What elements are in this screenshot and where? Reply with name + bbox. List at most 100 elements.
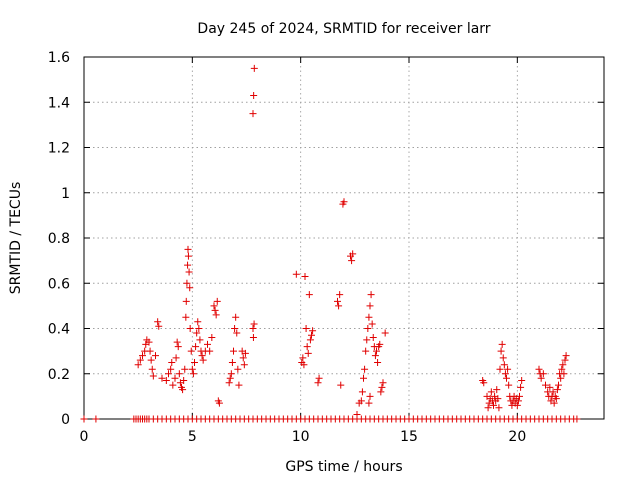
data-point bbox=[335, 302, 343, 310]
data-point bbox=[168, 358, 176, 366]
data-point bbox=[193, 329, 201, 337]
data-point bbox=[167, 365, 175, 373]
data-point bbox=[186, 325, 194, 332]
data-point bbox=[230, 347, 237, 355]
x-tick-label: 20 bbox=[508, 429, 526, 445]
data-point bbox=[308, 331, 315, 339]
grid-lines bbox=[84, 57, 604, 419]
data-point bbox=[496, 365, 504, 373]
data-point bbox=[348, 257, 356, 265]
data-point bbox=[174, 343, 182, 351]
data-point bbox=[309, 327, 317, 335]
data-point bbox=[379, 379, 387, 387]
data-point bbox=[495, 404, 503, 412]
data-point bbox=[175, 370, 183, 378]
data-point bbox=[155, 322, 163, 330]
data-point bbox=[353, 410, 361, 418]
y-tick-label: 1.2 bbox=[48, 141, 70, 157]
x-tick-label: 0 bbox=[80, 429, 89, 445]
data-point bbox=[249, 334, 257, 342]
y-tick-label: 1.4 bbox=[48, 95, 70, 111]
data-point bbox=[152, 352, 159, 360]
data-point bbox=[552, 395, 560, 403]
data-point bbox=[250, 91, 258, 99]
data-point bbox=[233, 329, 241, 337]
data-point bbox=[194, 318, 202, 326]
data-point bbox=[136, 356, 144, 364]
data-point bbox=[172, 354, 180, 362]
data-point bbox=[490, 401, 497, 409]
x-axis-label: GPS time / hours bbox=[285, 459, 402, 475]
data-point bbox=[334, 297, 341, 305]
data-point bbox=[165, 370, 172, 378]
data-point bbox=[498, 340, 506, 348]
data-point bbox=[562, 352, 570, 360]
data-point bbox=[196, 336, 204, 344]
data-point bbox=[518, 377, 526, 385]
data-point bbox=[364, 325, 372, 332]
y-tick-label: 0.2 bbox=[48, 367, 70, 383]
data-point bbox=[228, 358, 236, 366]
data-point bbox=[171, 374, 179, 382]
data-point bbox=[516, 392, 523, 400]
y-tick-label: 1 bbox=[61, 186, 70, 202]
data-point bbox=[561, 356, 569, 364]
data-point bbox=[304, 349, 312, 357]
data-point bbox=[215, 399, 223, 407]
data-point bbox=[184, 245, 192, 253]
data-point bbox=[188, 365, 196, 373]
data-point bbox=[210, 302, 218, 310]
data-point bbox=[535, 365, 543, 373]
data-point bbox=[546, 383, 554, 391]
data-point bbox=[369, 334, 377, 342]
data-point bbox=[240, 361, 248, 369]
y-tick-label: 0.4 bbox=[48, 322, 70, 338]
data-point bbox=[147, 356, 155, 364]
data-point bbox=[550, 399, 558, 407]
data-point bbox=[204, 340, 211, 348]
data-point bbox=[158, 374, 166, 382]
data-point bbox=[365, 399, 373, 407]
data-point bbox=[487, 388, 495, 396]
data-point bbox=[180, 377, 188, 385]
data-point bbox=[198, 352, 206, 360]
x-tick-label: 10 bbox=[292, 429, 310, 445]
data-point bbox=[505, 381, 513, 389]
data-point bbox=[493, 386, 501, 394]
data-point bbox=[349, 250, 357, 258]
data-point bbox=[367, 291, 375, 299]
data-point bbox=[315, 374, 323, 382]
data-point bbox=[558, 365, 566, 373]
data-point bbox=[184, 261, 192, 269]
data-point bbox=[225, 379, 233, 387]
data-point bbox=[366, 302, 374, 310]
y-tick-label: 1.6 bbox=[48, 50, 70, 66]
data-point bbox=[148, 365, 156, 373]
data-point bbox=[361, 365, 369, 373]
data-point bbox=[513, 401, 521, 409]
data-point bbox=[250, 320, 258, 328]
data-point bbox=[208, 334, 216, 342]
data-point bbox=[227, 370, 235, 378]
data-point bbox=[92, 415, 100, 423]
data-point bbox=[300, 361, 308, 369]
data-point bbox=[360, 374, 367, 382]
data-point bbox=[365, 313, 373, 321]
x-tick-labels: 0 5 10 15 20 bbox=[80, 429, 527, 445]
data-point bbox=[381, 329, 389, 337]
data-point bbox=[514, 397, 522, 405]
data-point bbox=[374, 358, 382, 366]
data-point bbox=[337, 381, 345, 389]
data-point bbox=[234, 365, 242, 373]
data-point bbox=[366, 392, 374, 400]
data-point bbox=[537, 374, 545, 382]
data-point bbox=[362, 347, 370, 355]
data-point bbox=[212, 311, 220, 319]
data-point bbox=[249, 110, 257, 118]
data-point bbox=[501, 370, 509, 378]
data-point bbox=[199, 356, 207, 364]
data-point bbox=[181, 365, 189, 373]
data-point bbox=[560, 370, 568, 378]
data-point bbox=[134, 361, 142, 369]
